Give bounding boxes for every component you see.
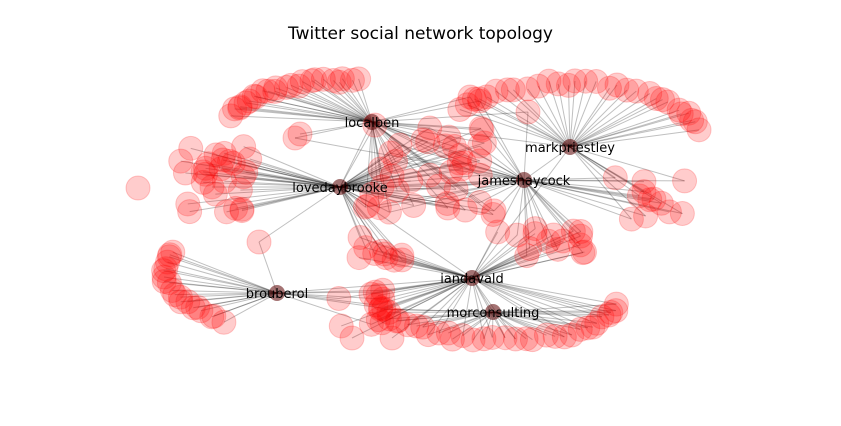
leaf-node — [638, 188, 662, 212]
leaf-node — [437, 125, 461, 149]
leaf-node — [439, 160, 463, 184]
leaf-node — [571, 241, 595, 265]
leaf-node — [379, 141, 403, 165]
leaf-node — [380, 326, 404, 350]
hub-label-lovedaybrooke: lovedaybrooke — [292, 181, 387, 196]
leaf-node — [486, 220, 510, 244]
leaf-node — [221, 151, 245, 175]
leaf-node — [673, 169, 697, 193]
leaf-node — [569, 219, 593, 243]
leaf-node — [288, 122, 312, 146]
leaf-node — [230, 199, 254, 223]
leaf-node — [247, 230, 271, 254]
leaf-node — [161, 240, 185, 264]
leaf-node — [368, 297, 392, 321]
leaf-node — [670, 202, 694, 226]
leaf-node — [367, 196, 391, 220]
leaf-node — [169, 149, 193, 173]
leaf-node — [411, 128, 435, 152]
leaf-node — [178, 200, 202, 224]
leaf-node — [603, 166, 627, 190]
edge — [570, 99, 656, 147]
leaf-node — [418, 163, 442, 187]
graph-title: Twitter social network topology — [0, 24, 841, 44]
leaf-node — [515, 244, 539, 268]
leaf-node — [340, 326, 364, 350]
leaf-node — [126, 176, 150, 200]
hub-label-iandavald: iandavald — [440, 272, 504, 287]
leaf-node — [687, 118, 711, 142]
hub-label-morconsulting: morconsulting — [447, 306, 540, 321]
leaf-node — [453, 198, 477, 222]
leaf-node — [327, 286, 351, 310]
hub-label-localben: localben — [345, 116, 400, 131]
hub-label-markpriestley: markpriestley — [525, 141, 615, 156]
leaf-node — [516, 100, 540, 124]
leaf-node — [390, 243, 414, 267]
leaf-node — [347, 246, 371, 270]
leaf-node — [468, 89, 492, 113]
leaf-node — [347, 67, 371, 91]
leaf-node — [470, 118, 494, 142]
leaf-node — [200, 175, 224, 199]
leaf-node — [523, 217, 547, 241]
hub-label-jameshaycock: jameshaycock — [477, 174, 571, 189]
hub-label-brouberol: brouberol — [246, 287, 308, 302]
